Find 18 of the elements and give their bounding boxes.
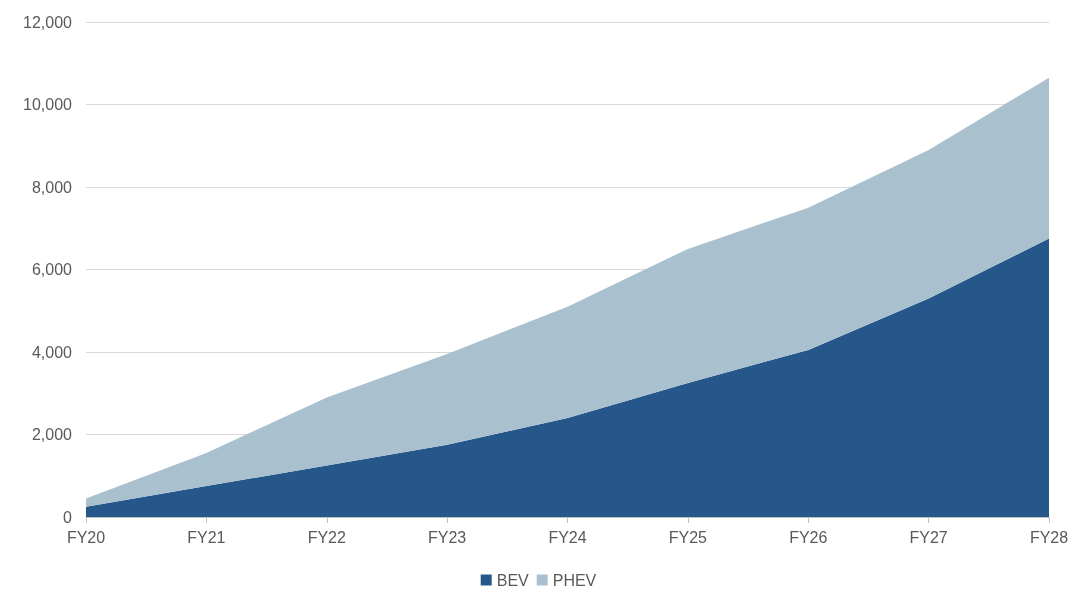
y-tick-label: 10,000 [23, 96, 73, 113]
y-tick-label: 12,000 [23, 13, 73, 31]
x-tick-label: FY23 [428, 528, 467, 546]
x-tick-label: FY22 [307, 528, 346, 546]
x-tick-label: FY20 [66, 528, 106, 546]
x-tick-label: FY24 [548, 528, 587, 546]
y-tick-label: 0 [63, 508, 73, 526]
x-tick-label: FY26 [789, 528, 828, 546]
x-tick-label: FY28 [1029, 528, 1069, 546]
y-tick-label: 6,000 [31, 261, 73, 278]
x-tick-label: FY27 [909, 528, 948, 546]
y-tick-label: 2,000 [31, 426, 73, 443]
x-tick-label: FY25 [668, 528, 708, 546]
y-tick-label: 8,000 [31, 178, 73, 196]
y-tick-label: 4,000 [31, 343, 73, 361]
legend-label: PHEV [552, 571, 597, 589]
legend-label: BEV [496, 571, 530, 589]
x-tick-label: FY21 [187, 528, 226, 546]
